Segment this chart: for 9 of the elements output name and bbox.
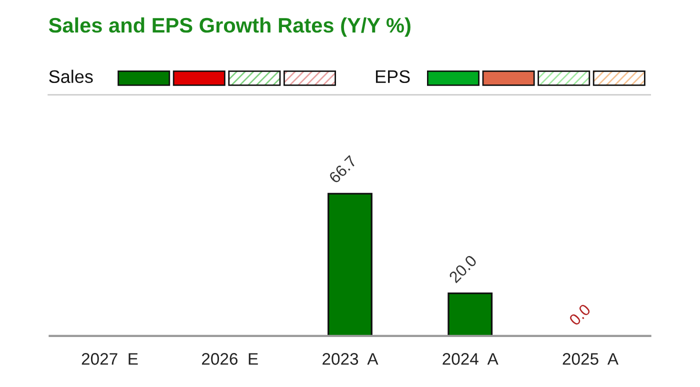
- x-tick-label: 2026 E: [202, 353, 258, 365]
- x-tick-label: 2024 A: [442, 353, 498, 365]
- x-tick-label: 2023 A: [322, 353, 378, 365]
- data-label: 0.0: [568, 303, 592, 326]
- x-tick-label: 2025 A: [562, 353, 618, 365]
- legend-label: EPS: [376, 70, 410, 84]
- chart-title: Sales and EPS Growth Rates (Y/Y %): [48, 17, 410, 37]
- x-tick-label: 2027 E: [82, 353, 138, 365]
- legend-label: Sales: [49, 70, 93, 84]
